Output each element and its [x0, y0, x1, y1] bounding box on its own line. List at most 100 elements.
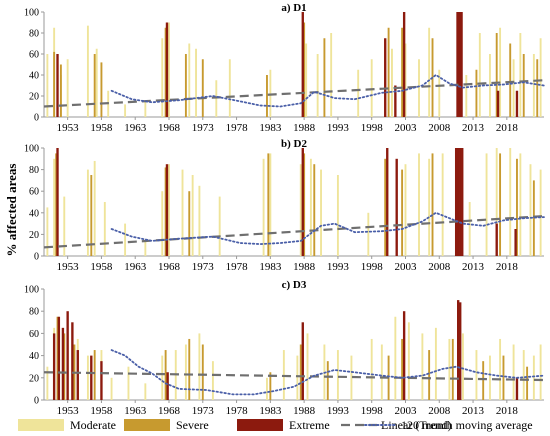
- moderate-bar: [191, 175, 194, 256]
- y-tick-label: 80: [29, 29, 39, 40]
- severe-bar: [451, 338, 454, 400]
- extreme-bar: [52, 333, 56, 400]
- moderate-bar: [357, 69, 360, 117]
- y-tick-label: 80: [29, 165, 39, 176]
- moving-average-line: [110, 211, 545, 246]
- moderate-bar: [262, 158, 265, 256]
- moderate-bar: [404, 43, 407, 117]
- moderate-bar: [478, 33, 481, 117]
- extreme-bar: [76, 350, 79, 400]
- extreme-bar: [90, 355, 93, 400]
- extreme-bar: [460, 12, 463, 117]
- moderate-bar: [110, 377, 113, 400]
- legend-label: Extreme: [289, 418, 330, 432]
- moderate-bar: [380, 344, 383, 400]
- x-tick-label: 1973: [192, 405, 215, 417]
- extreme-bar: [301, 12, 304, 117]
- panel-3: 0 20 40 60 80 100 1953 1958 1963 1968 1973 1978 1983…: [24, 279, 545, 417]
- extreme-bar: [301, 148, 304, 256]
- moderate-bar: [309, 158, 312, 256]
- severe-bar: [401, 338, 404, 400]
- extreme-bar: [461, 148, 464, 256]
- moderate-bar: [475, 350, 478, 400]
- x-tick-label: 1963: [124, 405, 147, 417]
- severe-bar: [303, 22, 306, 117]
- severe-bar: [303, 153, 306, 256]
- extreme-bar: [459, 302, 462, 400]
- x-tick-label: 2003: [394, 261, 417, 273]
- x-tick-label: 2003: [394, 122, 417, 134]
- moderate-bar: [461, 333, 464, 400]
- x-tick-label: 1993: [327, 122, 350, 134]
- y-tick-label: 60: [29, 329, 39, 340]
- moderate-bar: [428, 27, 431, 117]
- y-tick-label: 40: [29, 71, 39, 82]
- moderate-bar: [336, 175, 339, 256]
- extreme-bar: [456, 12, 459, 117]
- moderate-bar: [532, 355, 535, 400]
- severe-bar: [53, 51, 56, 117]
- x-tick-label: 1968: [158, 261, 181, 273]
- y-tick-label: 100: [24, 144, 39, 155]
- panel-1: 0 20 40 60 80 100 1953 1958 1963 1968 1973 1978 1983…: [24, 2, 545, 134]
- moderate-bar: [296, 355, 299, 400]
- severe-bar: [526, 366, 529, 400]
- y-tick-label: 80: [29, 307, 39, 318]
- severe-bar: [59, 64, 62, 117]
- moderate-bar: [168, 22, 170, 117]
- y-tick-label: 0: [34, 396, 39, 407]
- extreme-bar: [71, 322, 74, 400]
- x-tick-label: 1978: [226, 405, 249, 417]
- severe-bar: [266, 75, 268, 117]
- moderate-bar: [418, 59, 420, 117]
- moderate-bar: [215, 80, 218, 117]
- moderate-bar: [316, 54, 319, 117]
- moderate-bar: [434, 327, 437, 400]
- x-tick-label: 1978: [226, 122, 249, 134]
- severe-bar: [384, 158, 387, 256]
- panel-title: a) D1: [281, 2, 306, 14]
- moderate-bar: [188, 43, 191, 117]
- x-tick-label: 2013: [462, 122, 485, 134]
- legend-label: Linear (Trend): [381, 418, 452, 432]
- extreme-bar: [56, 54, 59, 117]
- moderate-bar: [181, 169, 184, 256]
- moderate-bar: [198, 333, 201, 400]
- moderate-bar: [86, 355, 89, 400]
- x-tick-label: 1983: [259, 261, 282, 273]
- severe-bar: [164, 350, 167, 400]
- moderate-bar: [407, 322, 410, 400]
- x-tick-label: 1983: [259, 405, 282, 417]
- x-tick-label: 2013: [462, 261, 485, 273]
- moderate-bar: [539, 169, 542, 256]
- x-tick-label: 1968: [158, 405, 181, 417]
- chart-panels: 0 20 40 60 80 100 1953 1958 1963 1968 1973 1978 1983…: [24, 2, 545, 417]
- severe-bar: [90, 175, 93, 256]
- x-tick-label: 1963: [124, 122, 147, 134]
- moderate-bar: [495, 148, 498, 256]
- legend-label: Severe: [176, 418, 209, 432]
- moderate-bar: [228, 59, 231, 117]
- moderate-bar: [421, 333, 424, 400]
- moderate-bar: [438, 69, 441, 117]
- y-tick-label: 100: [24, 8, 39, 19]
- severe-bar: [387, 27, 390, 117]
- moderate-bar: [539, 38, 542, 117]
- severe-bar: [431, 153, 434, 256]
- severe-bar: [401, 169, 404, 256]
- moderate-bar: [336, 350, 339, 400]
- moderate-bar: [299, 164, 302, 256]
- panel-title: c) D3: [282, 279, 307, 291]
- moderate-bar: [465, 75, 468, 117]
- x-tick-label: 2003: [394, 405, 417, 417]
- x-tick-label: 1953: [57, 122, 80, 134]
- extreme-bar: [395, 158, 398, 256]
- x-tick-label: 1958: [90, 405, 113, 417]
- extreme-bar: [402, 311, 406, 400]
- severe-bar: [201, 344, 204, 400]
- x-tick-label: 1988: [293, 122, 316, 134]
- extreme-bar: [57, 316, 61, 400]
- moderate-bar: [168, 164, 170, 256]
- extreme-bar: [394, 85, 397, 117]
